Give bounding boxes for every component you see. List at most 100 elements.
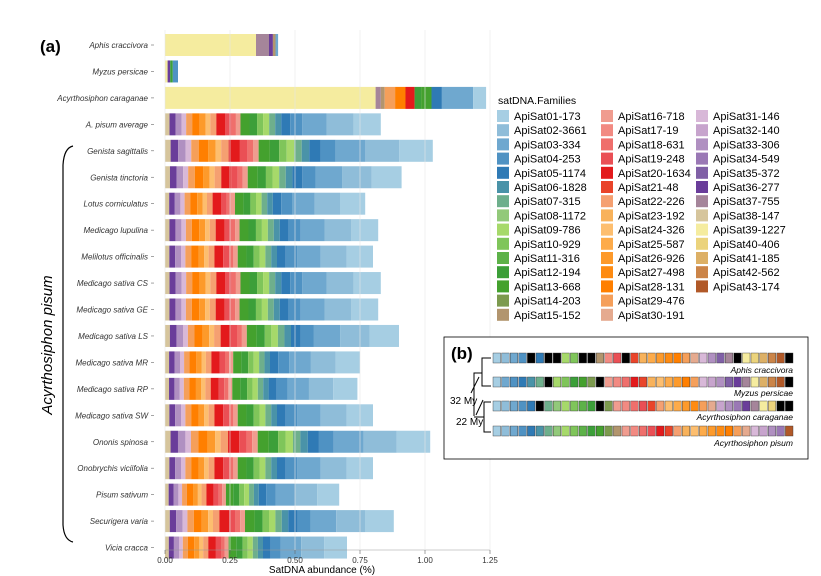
y-tick-label: Myzus persicae (92, 67, 148, 76)
track-cell (613, 376, 622, 388)
bar-segment (225, 351, 230, 374)
track-cell (518, 425, 527, 437)
bar-segment (318, 430, 334, 453)
legend-swatch (601, 195, 613, 208)
bar-segment (286, 139, 295, 162)
track-cell (673, 425, 682, 437)
track-cell (544, 425, 553, 437)
bar-segment (277, 457, 286, 480)
track-cell (759, 400, 768, 412)
track-cell (725, 376, 734, 388)
track-cell (596, 425, 605, 437)
track-cell (776, 425, 785, 437)
track-cell (742, 376, 751, 388)
track-cell (776, 400, 785, 412)
track-cell (561, 400, 570, 412)
x-tick-label: 0.00 (157, 556, 173, 565)
track-cell (613, 400, 622, 412)
bar-segment (165, 139, 171, 162)
bar-segment (170, 430, 178, 453)
bar-segment (255, 219, 262, 242)
bar-segment (228, 430, 240, 453)
bar-segment (181, 457, 186, 480)
legend-swatch (696, 237, 708, 250)
track-cell (544, 376, 553, 388)
bar-segment (269, 510, 276, 533)
legend-swatch (601, 266, 613, 279)
bar-segment (175, 298, 182, 321)
bar-segment (204, 404, 209, 427)
track-cell (733, 376, 742, 388)
bar-segment (203, 166, 210, 189)
bar-segment (248, 219, 256, 242)
bar-segment (228, 536, 237, 559)
bar-segment (232, 377, 241, 400)
bar-segment (218, 377, 225, 400)
bar-segment (211, 351, 220, 374)
bar-segment (253, 351, 260, 374)
bar-segment (308, 377, 334, 400)
bar-segment (165, 298, 170, 321)
bar-segment (365, 139, 400, 162)
track-cell (733, 425, 742, 437)
bar-segment (269, 272, 276, 295)
track-cell (647, 352, 656, 364)
bar-segment (421, 86, 432, 109)
bar-segment (182, 510, 188, 533)
track-cell (535, 400, 544, 412)
bar-segment (205, 351, 212, 374)
bar-segment (225, 272, 232, 295)
bar-segment (271, 404, 277, 427)
bar-segment (165, 536, 169, 559)
bar-segment (208, 404, 215, 427)
bar-segment (275, 272, 282, 295)
bar-segment (324, 298, 352, 321)
bar-segment (257, 272, 264, 295)
bar-segment (276, 377, 288, 400)
track-cell (682, 425, 691, 437)
bar-segment (275, 113, 282, 136)
bar-segment (179, 536, 183, 559)
track-cell (725, 425, 734, 437)
bar-segment (199, 536, 204, 559)
bar-segment (174, 351, 180, 374)
bar-segment (205, 377, 211, 400)
track-cell (664, 352, 673, 364)
legend-label: ApiSat07-315 (514, 196, 581, 208)
bar-segment (257, 166, 266, 189)
bar-segment (253, 404, 260, 427)
legend-swatch (696, 280, 708, 293)
bar-segment (216, 272, 226, 295)
bar-segment (192, 113, 200, 136)
legend-swatch (497, 237, 509, 250)
bar-segment (248, 351, 254, 374)
track-cell (776, 376, 785, 388)
track-cell (596, 400, 605, 412)
legend-swatch (696, 223, 708, 236)
bar-stacks (165, 34, 487, 559)
legend-swatch (497, 181, 509, 193)
bar-segment (220, 324, 231, 347)
bar-segment (264, 324, 272, 347)
track-cell (682, 376, 691, 388)
bar-segment (181, 219, 186, 242)
bar-segment (214, 457, 224, 480)
legend-swatch (601, 280, 613, 293)
bar-segment (191, 245, 199, 268)
bar-segment (273, 298, 280, 321)
bar-segment (165, 166, 170, 189)
bar-segment (185, 245, 192, 268)
track-cell (561, 376, 570, 388)
bar-segment (201, 510, 209, 533)
bar-segment (240, 510, 245, 533)
bar-segment (191, 404, 199, 427)
track-cell (587, 400, 596, 412)
bar-segment (194, 536, 200, 559)
track-cell (664, 376, 673, 388)
bar-segment (263, 377, 269, 400)
bar-segment (242, 166, 248, 189)
legend-label: ApiSat14-203 (514, 296, 581, 308)
bar-segment (265, 404, 272, 427)
bar-segment (240, 272, 250, 295)
bar-segment (246, 324, 257, 347)
